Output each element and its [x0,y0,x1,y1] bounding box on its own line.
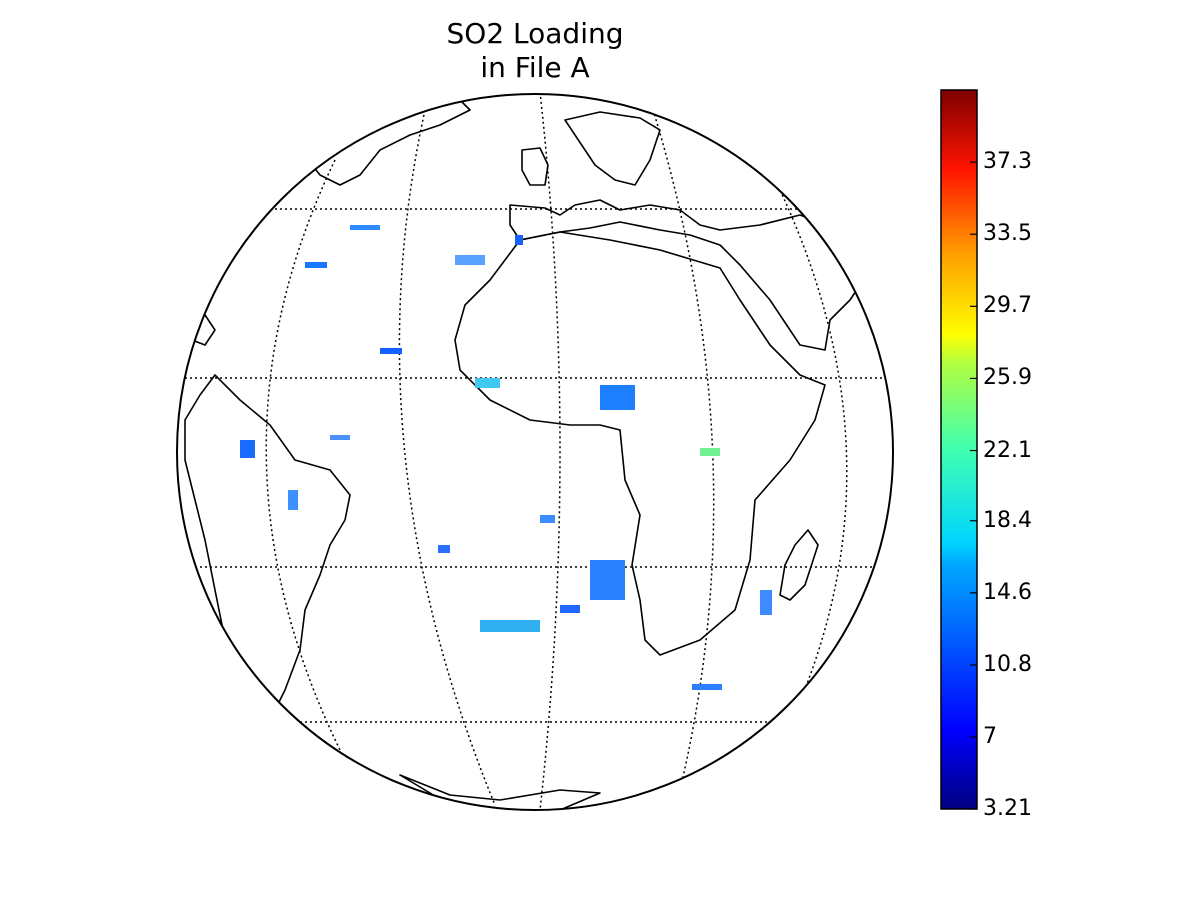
so2-patch [600,385,635,410]
so2-patch [305,262,327,268]
british-isles-coastline [521,147,549,186]
madagascar-coastline [779,529,819,601]
so2-patch [515,235,523,245]
so2-patch [590,560,625,600]
colorbar-tick-label: 7 [983,724,997,750]
colorbar-tick-label: 25.9 [983,365,1032,391]
globe-outline [176,93,894,811]
globe [176,93,894,811]
colorbar-tick-label: 3.21 [983,796,1032,821]
so2-patch [480,620,540,632]
colorbar-tick-label: 22.1 [983,437,1032,463]
meridian-line [539,94,561,810]
so2-data-patches [240,225,772,690]
colorbar-tick-label: 10.8 [983,651,1032,677]
colorbar-tick-label: 37.3 [983,149,1032,175]
so2-patch [455,255,485,265]
so2-patch [350,225,380,230]
so2-patch [475,378,500,388]
colorbar-tick-label: 18.4 [983,507,1032,533]
so2-patch [330,435,350,440]
colorbar-tick-label: 29.7 [983,293,1032,319]
so2-patch [380,348,402,354]
colorbar-ticks [970,161,977,810]
colorbar [940,89,978,810]
colorbar-tick-label: 33.5 [983,221,1032,247]
so2-patch [540,515,555,523]
europe-coastline [509,199,871,351]
colorbar-tick-label: 14.6 [983,579,1032,605]
so2-patch [288,490,298,510]
so2-patch [760,590,772,615]
so2-patch [240,440,255,458]
meridian-line [398,109,496,806]
meridian-line [265,159,341,751]
so2-patch [438,545,450,553]
chart-title-line-2: in File A [480,51,590,84]
so2-patch [560,605,580,613]
scandinavia-coastline [564,111,661,186]
coastlines [184,99,871,810]
chart-title-line-1: SO2 Loading [446,17,624,50]
africa-coastline [454,231,826,656]
colorbar-gradient [940,89,978,810]
so2-patch [692,684,722,690]
so2-patch [700,448,720,456]
